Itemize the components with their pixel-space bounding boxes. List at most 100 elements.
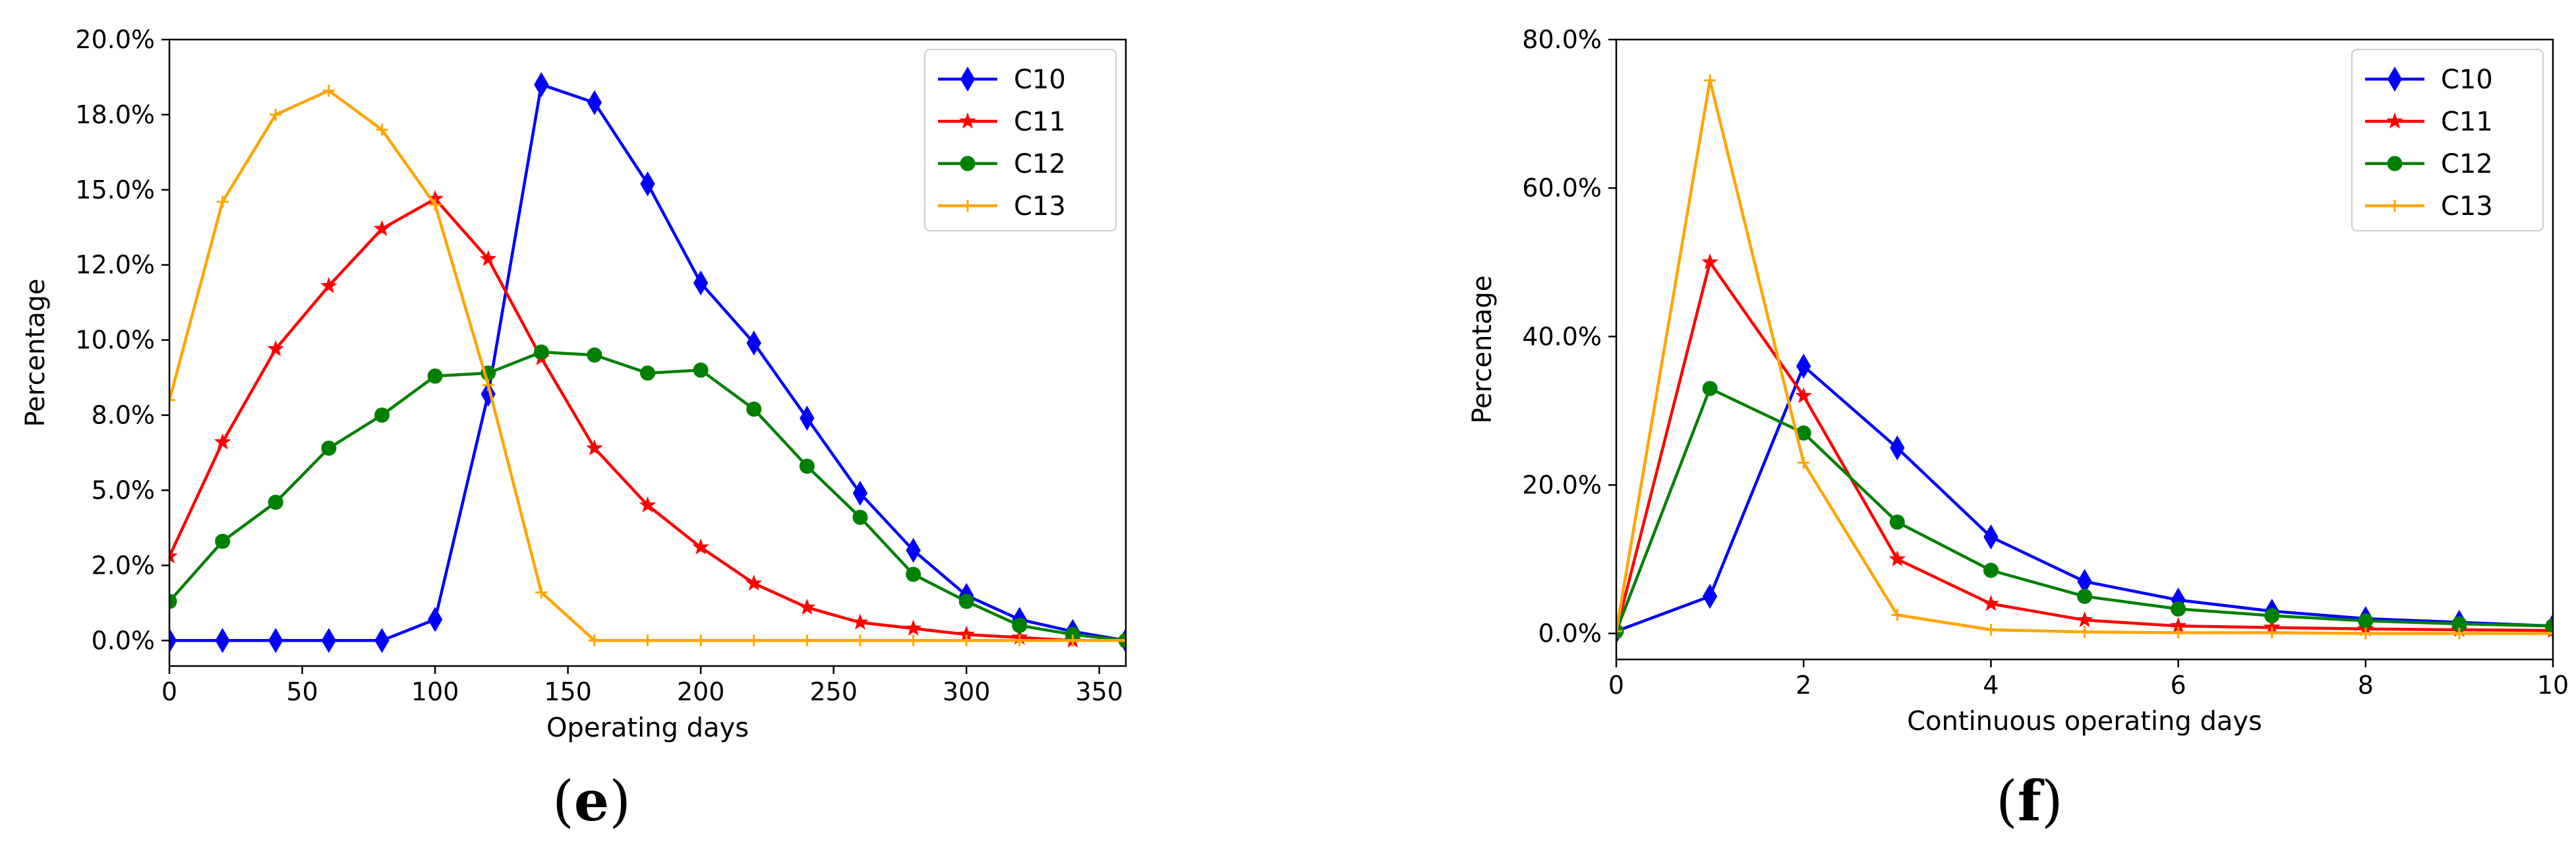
legend-marker-e-C12 (960, 156, 976, 171)
point-e-C13-15 (960, 634, 973, 647)
legend-f: C10 C11 C12 C13 (2351, 49, 2544, 231)
legend-marker-f-C12 (2387, 156, 2403, 171)
point-e-C11-10 (692, 538, 709, 555)
ytick-label-e-8: 20.0% (75, 25, 155, 54)
series-f-C12 (1616, 380, 2553, 639)
point-f-C10-2 (1796, 353, 1811, 379)
point-e-C12-13 (852, 509, 868, 525)
point-e-C13-14 (907, 634, 920, 647)
point-f-C11-5 (2076, 611, 2093, 628)
panel-label-e-letter: e (573, 768, 610, 834)
point-f-C13-1 (1704, 74, 1716, 86)
point-e-C11-12 (798, 598, 816, 615)
legend-marker-e-C11 (959, 112, 976, 129)
point-e-C13-5 (429, 198, 442, 211)
line-e-C11 (169, 197, 1126, 642)
point-e-C12-16 (1012, 617, 1028, 633)
point-e-C11-3 (320, 277, 337, 293)
panel-label-f-close: ) (2041, 769, 2063, 834)
legend-label-e-C13: C13 (1014, 191, 1066, 222)
point-e-C11-9 (639, 496, 657, 513)
point-e-C12-4 (374, 408, 390, 423)
point-e-C12-3 (321, 441, 337, 456)
ylabel-e: Percentage (20, 278, 51, 427)
point-e-C11-8 (586, 439, 603, 456)
point-f-C13-7 (2266, 626, 2278, 639)
point-e-C11-4 (373, 220, 391, 236)
point-e-C11-1 (214, 433, 231, 450)
point-f-C12-10 (2545, 618, 2553, 634)
point-f-C13-9 (2453, 627, 2465, 640)
legend-label-e-C12: C12 (1014, 149, 1066, 179)
point-e-C12-14 (906, 566, 922, 582)
axes-frame-f (1615, 38, 2554, 661)
point-e-C11-6 (479, 250, 497, 266)
xtick-label-f-3: 6 (2171, 671, 2186, 700)
point-e-C11-14 (904, 619, 922, 636)
xtick-label-f-2: 4 (1983, 671, 1999, 700)
point-e-C10-9 (640, 171, 655, 197)
legend-marker-f-C10 (2387, 67, 2403, 92)
point-e-C13-3 (322, 84, 335, 97)
series-e-C13 (169, 84, 1126, 647)
chart-f-group: 0 2 4 6 8 10 0.0% 20.0% 40.0% 60.0% 80.0% Continuou… (1467, 25, 2569, 737)
point-f-C10-4 (1983, 524, 1999, 550)
ytick-label-f-4: 80.0% (1522, 25, 1602, 54)
point-f-C13-2 (1798, 456, 1810, 469)
ytick-label-e-3: 8.0% (91, 401, 155, 430)
point-e-C13-6 (482, 379, 494, 391)
point-f-C11-1 (1701, 253, 1718, 270)
legend-label-f-C12: C12 (2441, 149, 2493, 179)
point-e-C12-9 (640, 365, 655, 381)
point-e-C10-11 (746, 330, 761, 356)
xtick-label-e-7: 350 (1075, 677, 1123, 706)
ylabel-f: Percentage (1467, 275, 1498, 423)
ytick-label-e-2: 5.0% (91, 475, 155, 504)
point-e-C13-9 (641, 634, 654, 647)
chart-e-group: 0 50 100 150 200 250 300 350 0.0% 2.0% 5.0% 8.0% 10.… (20, 25, 1127, 743)
point-e-C13-4 (376, 123, 388, 136)
panel-label-f-letter: f (2017, 768, 2041, 834)
point-e-C10-8 (587, 90, 602, 115)
point-e-C13-18 (1120, 634, 1126, 647)
xtick-label-e-6: 300 (943, 677, 991, 706)
point-f-C13-8 (2359, 627, 2372, 640)
point-e-C13-2 (270, 108, 282, 121)
legend-marker-e-C10 (960, 67, 976, 92)
legend-marker-f-C11 (2386, 112, 2403, 129)
point-e-C13-10 (695, 634, 707, 647)
xtick-label-f-5: 10 (2537, 671, 2569, 700)
xtick-label-e-4: 200 (677, 677, 725, 706)
point-e-C11-11 (745, 574, 763, 591)
xtick-label-e-0: 0 (161, 677, 177, 706)
point-f-C13-6 (2172, 626, 2184, 639)
point-e-C10-0 (169, 628, 177, 654)
point-e-C11-2 (267, 340, 284, 357)
point-e-C12-12 (799, 458, 815, 474)
point-f-C12-5 (2077, 588, 2092, 604)
point-e-C13-12 (801, 634, 813, 647)
legend-label-e-C10: C10 (1014, 65, 1066, 95)
point-e-C13-13 (854, 634, 866, 647)
legend-box-f (2351, 49, 2544, 231)
legend-box-e (924, 49, 1117, 231)
point-e-C13-11 (747, 634, 760, 647)
series-f-C13 (1616, 74, 2553, 640)
point-e-C13-17 (1067, 634, 1079, 647)
xtick-label-e-1: 50 (286, 677, 318, 706)
panel-label-e-close: ) (609, 769, 631, 834)
point-e-C13-7 (535, 586, 548, 599)
point-e-C11-0 (169, 547, 178, 564)
point-f-C12-8 (2358, 613, 2374, 628)
legend-label-f-C13: C13 (2441, 191, 2493, 222)
point-f-C12-4 (1983, 563, 1999, 578)
ytick-label-e-7: 18.0% (75, 100, 155, 129)
xtick-label-e-3: 150 (544, 677, 592, 706)
panel-label-f: (f) (1996, 768, 2063, 834)
series-e-C12 (169, 344, 1126, 648)
ytick-label-e-4: 10.0% (75, 326, 155, 355)
xlabel-e: Operating days (546, 713, 749, 743)
point-e-C12-0 (169, 593, 177, 609)
point-f-C13-5 (2078, 626, 2091, 638)
